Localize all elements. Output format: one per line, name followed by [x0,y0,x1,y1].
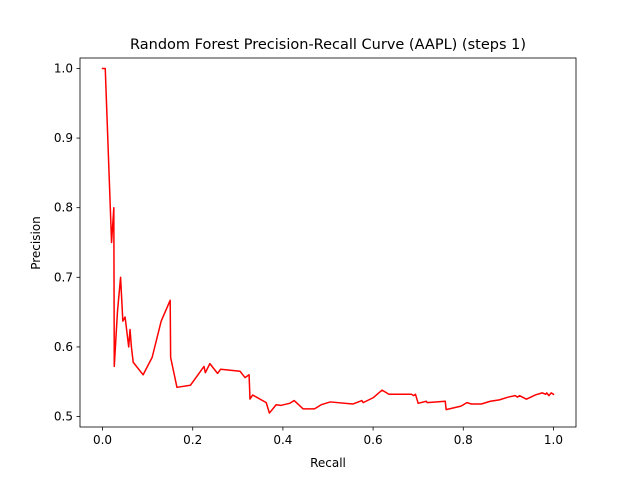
y-tick-label: 0.7 [54,270,73,284]
x-tick-label: 0.2 [183,433,202,447]
y-tick-label: 1.0 [54,61,73,75]
y-tick-label: 0.6 [54,340,73,354]
series-line-0 [101,67,555,414]
x-tick-label: 0.4 [273,433,292,447]
x-tick-label: 0.0 [93,433,112,447]
y-axis-label: Precision [29,216,43,270]
chart-title: Random Forest Precision-Recall Curve (AA… [130,37,526,53]
x-tick-label: 1.0 [544,433,563,447]
plot-area: 0.0 0.2 0.4 0.6 0.8 1.0 0.5 0.6 0.7 0.8 0.9 1.0 [54,57,577,447]
y-tick-label: 0.9 [54,131,73,145]
y-tick-label: 0.8 [54,201,73,215]
axes-frame [79,57,577,428]
x-axis-label: Recall [310,456,346,470]
x-tick-label: 0.6 [364,433,383,447]
y-tick-label: 0.5 [54,410,73,424]
x-tick-label: 0.8 [454,433,473,447]
